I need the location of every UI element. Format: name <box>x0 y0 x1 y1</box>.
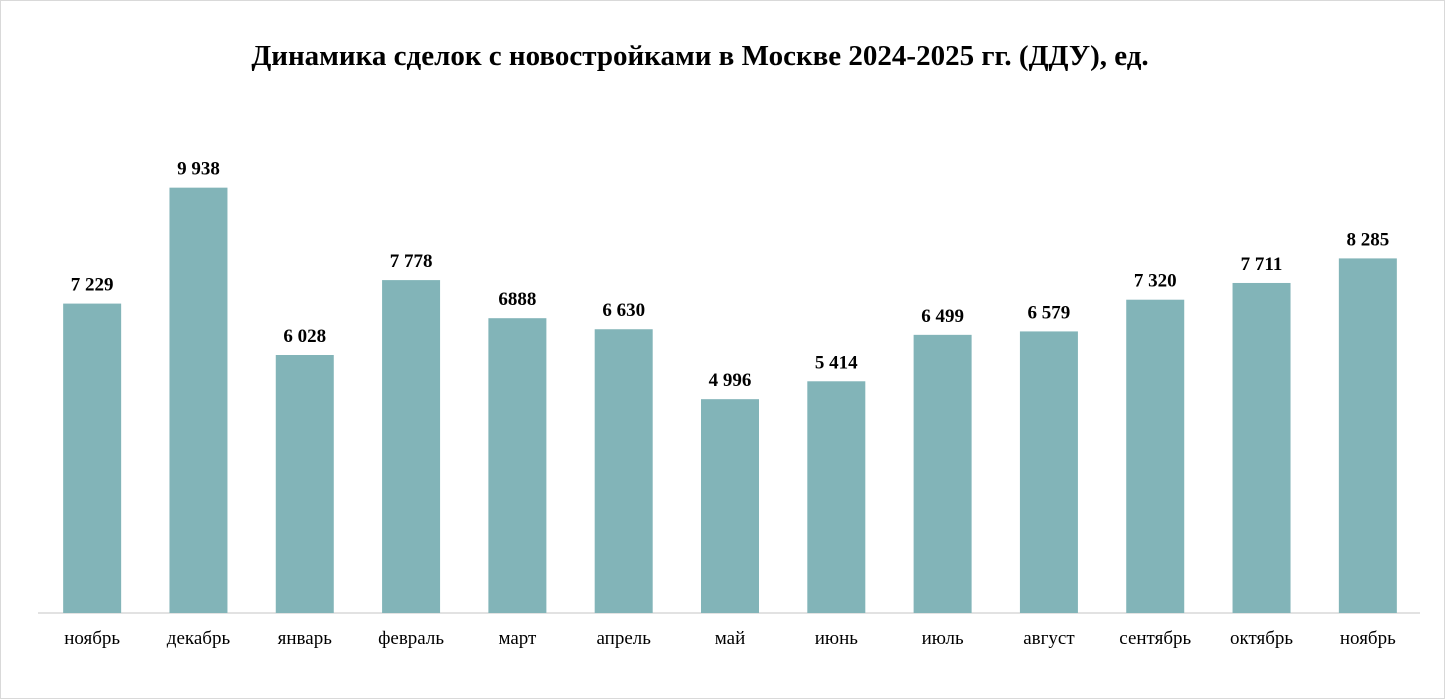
category-label-12: октябрь <box>1230 628 1293 649</box>
category-label-11: сентябрь <box>1119 628 1191 649</box>
bar-7 <box>701 399 759 613</box>
category-label-5: март <box>498 628 537 649</box>
category-label-6: апрель <box>596 628 651 649</box>
bar-12 <box>1232 282 1291 613</box>
bar-4 <box>382 280 441 613</box>
bar-13 <box>1338 258 1397 613</box>
category-label-2: декабрь <box>167 628 231 649</box>
data-label-10: 6 579 <box>1028 302 1071 323</box>
category-label-9: июль <box>922 628 964 649</box>
data-label-12: 7 711 <box>1241 254 1283 275</box>
bar-1 <box>63 303 122 613</box>
category-label-4: февраль <box>378 628 444 649</box>
data-labels-group: 7 229 9 938 6 028 7 778 6888 6 630 4 996 5 414 6… <box>71 159 1389 392</box>
bar-11 <box>1126 299 1185 613</box>
data-label-6: 6 630 <box>602 300 645 321</box>
bar-8 <box>807 381 866 613</box>
bar-10 <box>1019 331 1078 613</box>
bar-2 <box>169 187 228 613</box>
data-label-9: 6 499 <box>921 306 964 327</box>
data-label-3: 6 028 <box>283 326 326 347</box>
data-label-8: 5 414 <box>815 352 858 373</box>
category-label-13: ноябрь <box>1340 628 1396 649</box>
category-label-1: ноябрь <box>64 628 120 649</box>
category-label-7: май <box>715 628 746 649</box>
data-label-1: 7 229 <box>71 275 114 296</box>
bar-5 <box>488 318 547 613</box>
data-label-2: 9 938 <box>177 159 220 180</box>
chart-title: Динамика сделок с новостройками в Москве… <box>251 40 1149 72</box>
category-labels-group: ноябрь декабрь январь февраль март апрель май и… <box>64 628 1396 649</box>
category-label-3: январь <box>278 628 333 649</box>
data-label-13: 8 285 <box>1346 229 1389 250</box>
data-label-11: 7 320 <box>1134 271 1177 292</box>
bar-9 <box>913 334 972 613</box>
category-label-8: июнь <box>815 628 859 649</box>
data-label-5: 6888 <box>498 289 536 310</box>
category-label-10: август <box>1023 628 1075 649</box>
bars-group <box>63 187 1397 613</box>
data-label-7: 4 996 <box>709 370 752 391</box>
data-label-4: 7 778 <box>390 251 433 272</box>
bar-6 <box>594 329 653 613</box>
bar-3 <box>275 355 334 613</box>
